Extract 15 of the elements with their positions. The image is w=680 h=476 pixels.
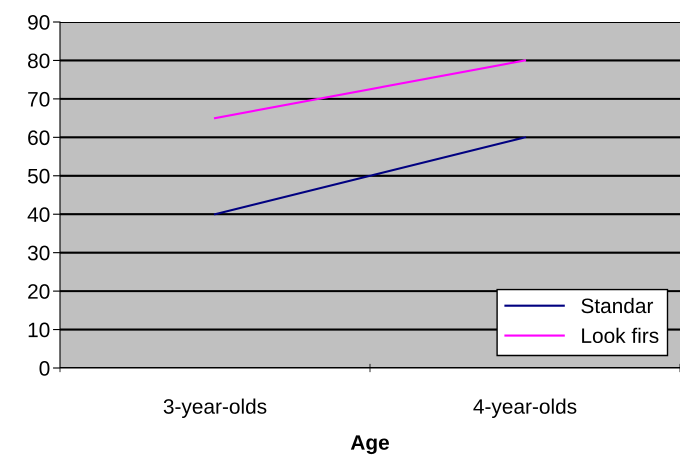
y-tick-label: 30 (28, 246, 50, 260)
x-tick-label: 4-year-olds (473, 398, 576, 418)
legend-label: Look firs (582, 328, 658, 344)
y-tick-label: 50 (28, 168, 50, 184)
y-tick-label: 40 (28, 207, 50, 222)
y-tick-label: 60 (28, 130, 50, 146)
y-tick-label: 90 (28, 15, 50, 30)
y-tick-label: 10 (28, 322, 50, 338)
y-tick-label: 80 (28, 53, 50, 68)
y-tick-label: 20 (28, 284, 50, 299)
x-axis-title: Age (350, 435, 389, 454)
y-tick-label: 70 (28, 92, 50, 107)
y-tick-label: 0 (40, 361, 50, 376)
legend-label: Standar (581, 298, 654, 314)
x-tick-label: 3-year-olds (164, 398, 266, 418)
